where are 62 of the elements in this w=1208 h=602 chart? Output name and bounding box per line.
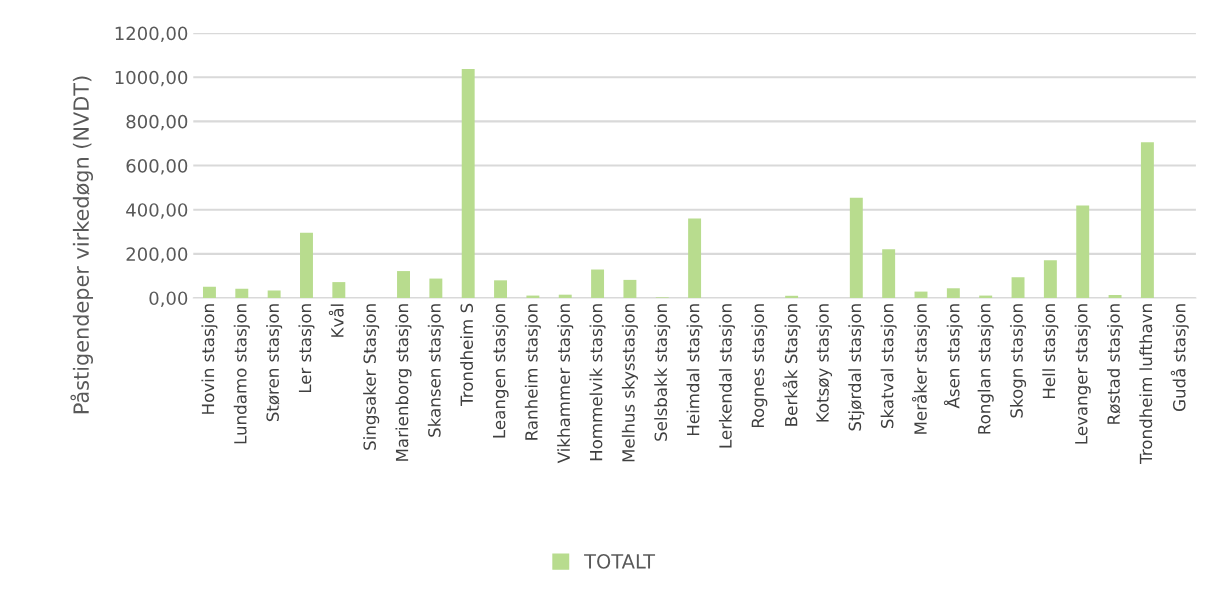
- x-tick-label: Ronglan stasjon: [977, 304, 994, 434]
- y-axis-title: Påstigendeper virkedøgn (NVDT): [70, 76, 94, 414]
- x-tick-label: Berkåk Stasjon: [782, 304, 801, 426]
- x-tick-label: Meråker stasjon: [911, 304, 931, 434]
- bar: [688, 218, 702, 298]
- bar: [300, 232, 313, 298]
- x-tick-label: Levanger stasjon: [1074, 304, 1091, 444]
- x-tick-label: Hell stasjon: [1042, 304, 1059, 399]
- x-tick-label: Stjørdal stasjon: [848, 304, 865, 431]
- bar: [332, 282, 346, 298]
- bar: [882, 249, 896, 298]
- bar: [623, 279, 637, 298]
- x-tick-label: Rognes stasjon: [751, 304, 768, 428]
- x-tick-label: Skansen stasjon: [427, 304, 444, 437]
- bar: [267, 290, 281, 298]
- x-tick-label: Trondheim S: [460, 303, 474, 406]
- x-tick-label: Selsbakk stasjon: [654, 304, 671, 441]
- x-tick-label: Ranheim stasjon: [524, 304, 541, 440]
- x-tick-label: Kotsøy stasjon: [815, 304, 833, 422]
- x-tick-label: Røstad stasjon: [1107, 304, 1124, 424]
- x-tick-label: Åsen stasjon: [943, 304, 963, 409]
- x-tick-label: Ler stasjon: [298, 304, 315, 393]
- x-tick-label: Heimdal stasjon: [686, 304, 703, 436]
- y-tick-label: 600,00: [126, 159, 188, 175]
- bar: [785, 295, 799, 298]
- bar: [202, 286, 216, 298]
- bar: [591, 269, 605, 298]
- x-tick-label: Kvål: [328, 304, 344, 337]
- bar: [1043, 260, 1057, 298]
- bar: [1140, 142, 1154, 298]
- bar: [558, 294, 572, 298]
- bar: [849, 197, 863, 298]
- y-tick-label: 0,00: [149, 291, 188, 307]
- x-tick-label: Gudå stasjon: [1170, 304, 1189, 411]
- bar: [397, 271, 410, 298]
- bar: [946, 288, 960, 298]
- bar: [494, 280, 508, 298]
- x-tick-label: Trondheim lufthavn: [1139, 304, 1153, 464]
- y-tick-label: 800,00: [126, 114, 188, 131]
- bar: [1076, 205, 1090, 298]
- x-tick-label: Singsaker Stasjon: [363, 304, 380, 450]
- x-tick-label: Leangen stasjon: [492, 304, 509, 438]
- y-tick-label: 400,00: [126, 203, 188, 219]
- y-tick-label: 1200,00: [115, 26, 188, 43]
- x-tick-label: Vikhammer stasjon: [557, 304, 574, 464]
- bar: [1011, 277, 1025, 298]
- legend-label: TOTALT: [584, 553, 656, 569]
- x-tick-label: Lerkendal stasjon: [718, 304, 736, 448]
- x-tick-label: Hovin stasjon: [201, 304, 218, 414]
- bar: [235, 288, 249, 298]
- x-tick-label: Skogn stasjon: [1009, 304, 1027, 418]
- bar: [1108, 294, 1122, 298]
- x-tick-label: Skatval stasjon: [880, 304, 897, 428]
- x-tick-label: Hommelvik stasjon: [589, 304, 606, 461]
- y-tick-label: 200,00: [126, 247, 188, 263]
- y-tick-label: 1000,00: [115, 70, 188, 87]
- x-tick-label: Marienborg stasjon: [395, 304, 412, 461]
- x-tick-label: Lundamo stasjon: [233, 304, 250, 444]
- bar: [429, 278, 443, 298]
- x-tick-label: Støren stasjon: [266, 304, 283, 422]
- bar: [461, 69, 475, 298]
- x-tick-label: Melhus skysstasjon: [621, 304, 638, 462]
